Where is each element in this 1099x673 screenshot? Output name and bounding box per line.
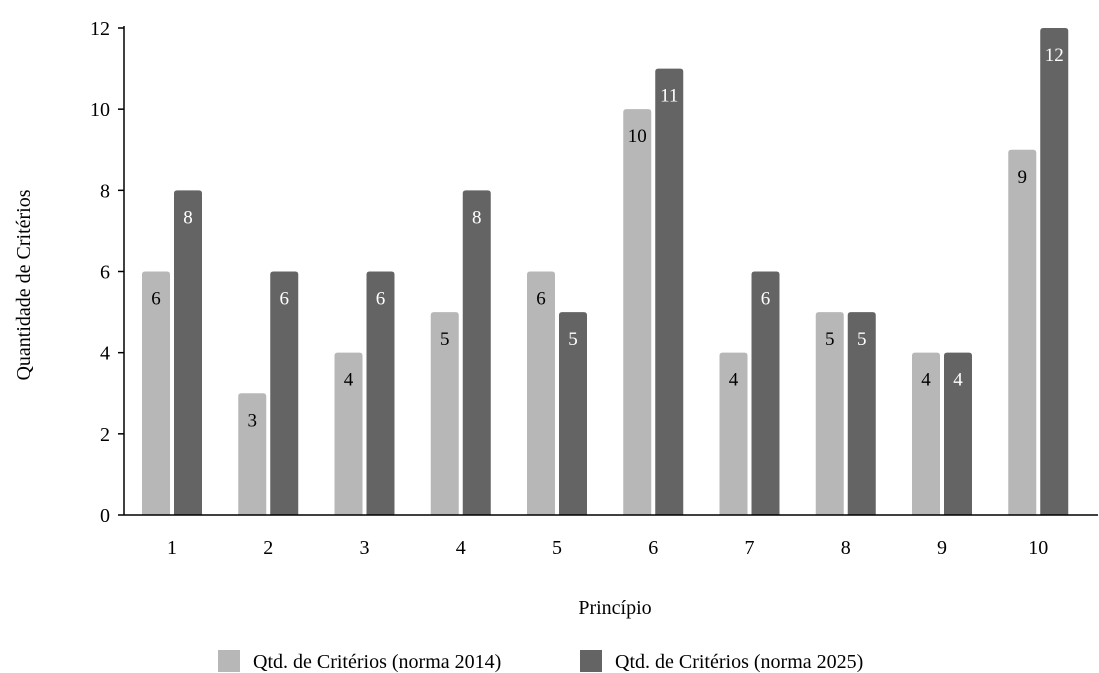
bar-series-2-principio-8 bbox=[847, 312, 876, 515]
x-tick-label: 1 bbox=[167, 537, 177, 559]
bar-value-label: 10 bbox=[628, 126, 647, 147]
x-axis-ticks: 1 2 3 4 5 6 7 8 9 10 bbox=[167, 537, 1048, 559]
bar-series-1-principio-10 bbox=[1008, 149, 1037, 515]
y-axis-ticks: 0 2 4 6 8 10 12 bbox=[90, 18, 124, 527]
bar-value-label: 8 bbox=[183, 207, 193, 228]
x-tick-label: 6 bbox=[648, 537, 658, 559]
x-tick-label: 4 bbox=[456, 537, 466, 559]
bar-value-label: 5 bbox=[825, 329, 835, 350]
y-tick-label: 0 bbox=[100, 505, 110, 527]
bar-series-2-principio-3 bbox=[366, 271, 395, 515]
x-tick-label: 9 bbox=[937, 537, 947, 559]
bar-value-label: 6 bbox=[280, 289, 290, 310]
bar-value-label: 9 bbox=[1018, 167, 1028, 188]
y-tick-label: 2 bbox=[100, 424, 110, 446]
legend-swatch-1 bbox=[218, 650, 240, 672]
bar-series-2-principio-9 bbox=[944, 352, 972, 515]
bar-series-1-principio-6 bbox=[623, 109, 652, 516]
legend: Qtd. de Critérios (norma 2014) Qtd. de Cr… bbox=[218, 650, 863, 673]
x-tick-label: 10 bbox=[1028, 537, 1048, 559]
bar-series-2-principio-2 bbox=[270, 271, 299, 515]
bar-series-1-principio-8 bbox=[815, 312, 844, 515]
legend-label-1: Qtd. de Critérios (norma 2014) bbox=[253, 651, 501, 673]
bar-value-label: 6 bbox=[761, 289, 771, 310]
x-tick-label: 8 bbox=[841, 537, 851, 559]
y-axis-title: Quantidade de Critérios bbox=[13, 189, 35, 380]
bar-value-label: 4 bbox=[953, 370, 963, 391]
bar-value-label: 5 bbox=[568, 329, 578, 350]
bar-series-1-principio-3 bbox=[334, 352, 363, 515]
bar-series-1-principio-5 bbox=[527, 271, 555, 515]
x-axis-title: Princípio bbox=[578, 597, 651, 619]
x-tick-label: 7 bbox=[745, 537, 755, 559]
x-tick-label: 5 bbox=[552, 537, 562, 559]
y-tick-label: 4 bbox=[100, 343, 110, 365]
bar-value-label: 6 bbox=[376, 289, 386, 310]
bars-group bbox=[142, 28, 1069, 516]
bar-series-1-principio-9 bbox=[912, 352, 940, 515]
bar-value-label: 3 bbox=[248, 410, 258, 431]
bar-value-label: 6 bbox=[536, 289, 546, 310]
bar-value-label: 4 bbox=[344, 370, 354, 391]
bar-series-2-principio-7 bbox=[751, 271, 780, 515]
bar-series-2-principio-6 bbox=[655, 68, 684, 515]
bar-series-2-principio-5 bbox=[559, 312, 587, 515]
bar-value-label: 11 bbox=[660, 86, 678, 107]
bar-series-1-principio-2 bbox=[238, 393, 267, 515]
bar-value-label: 5 bbox=[440, 329, 450, 350]
y-tick-label: 10 bbox=[90, 99, 110, 121]
legend-label-2: Qtd. de Critérios (norma 2025) bbox=[615, 651, 863, 673]
y-tick-label: 8 bbox=[100, 180, 110, 202]
bar-value-label: 6 bbox=[151, 289, 161, 310]
x-tick-label: 3 bbox=[360, 537, 370, 559]
bar-value-label: 4 bbox=[921, 370, 931, 391]
bar-series-1-principio-1 bbox=[142, 271, 170, 515]
y-tick-label: 6 bbox=[100, 262, 110, 284]
bar-series-1-principio-7 bbox=[719, 352, 748, 515]
bar-series-2-principio-1 bbox=[174, 190, 202, 516]
bar-series-2-principio-10 bbox=[1040, 28, 1069, 515]
bar-value-label: 4 bbox=[729, 370, 739, 391]
legend-swatch-2 bbox=[580, 650, 602, 672]
bar-labels-group: 6 8 3 6 4 6 5 8 6 5 10 11 4 6 5 5 4 4 9 12 bbox=[151, 45, 1064, 431]
bar-series-1-principio-4 bbox=[430, 312, 459, 515]
bar-value-label: 12 bbox=[1045, 45, 1064, 66]
bar-value-label: 8 bbox=[472, 207, 482, 228]
x-tick-label: 2 bbox=[263, 537, 273, 559]
bar-value-label: 5 bbox=[857, 329, 867, 350]
bar-series-2-principio-4 bbox=[462, 190, 491, 516]
y-tick-label: 12 bbox=[90, 18, 110, 40]
